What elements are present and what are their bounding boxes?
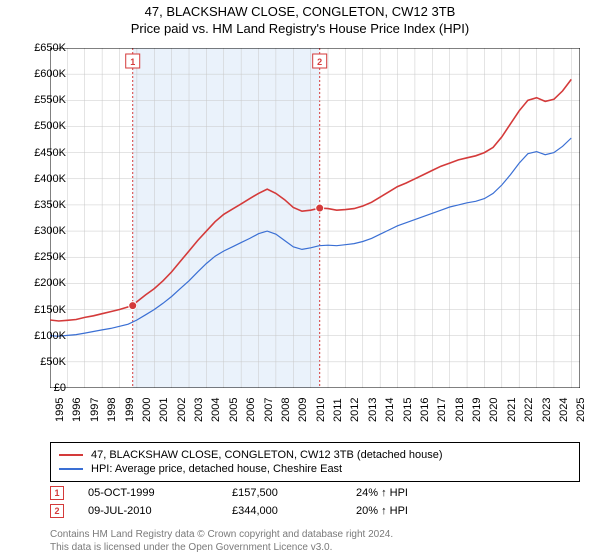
y-tick-label: £550K (34, 94, 66, 106)
license-line-1: Contains HM Land Registry data © Crown c… (50, 528, 580, 541)
title-line-1: 47, BLACKSHAW CLOSE, CONGLETON, CW12 3TB (0, 4, 600, 19)
y-tick-label: £400K (34, 173, 66, 185)
y-tick-label: £600K (34, 68, 66, 80)
x-tick-label: 2012 (349, 398, 361, 422)
legend-item: HPI: Average price, detached house, Ches… (59, 463, 571, 475)
license-text: Contains HM Land Registry data © Crown c… (50, 528, 580, 554)
y-tick-label: £250K (34, 251, 66, 263)
y-tick-label: £500K (34, 120, 66, 132)
license-line-2: This data is licensed under the Open Gov… (50, 541, 580, 554)
y-tick-label: £50K (40, 356, 66, 368)
y-tick-label: £350K (34, 199, 66, 211)
x-tick-label: 2006 (245, 398, 257, 422)
x-tick-label: 2015 (402, 398, 414, 422)
x-tick-label: 2025 (575, 398, 587, 422)
x-tick-label: 2003 (193, 398, 205, 422)
x-tick-label: 2002 (176, 398, 188, 422)
legend: 47, BLACKSHAW CLOSE, CONGLETON, CW12 3TB… (50, 442, 580, 482)
x-tick-label: 1996 (71, 398, 83, 422)
x-tick-label: 2020 (488, 398, 500, 422)
sale-marker-dot (129, 302, 137, 310)
sale-marker-index: 1 (130, 57, 135, 67)
x-tick-label: 2018 (454, 398, 466, 422)
y-tick-label: £200K (34, 277, 66, 289)
x-tick-label: 1997 (89, 398, 101, 422)
legend-label: HPI: Average price, detached house, Ches… (91, 463, 342, 475)
x-tick-label: 2022 (523, 398, 535, 422)
x-tick-label: 2017 (436, 398, 448, 422)
sale-date: 09-JUL-2010 (88, 505, 208, 517)
x-tick-label: 2019 (471, 398, 483, 422)
sale-price: £344,000 (232, 505, 332, 517)
x-tick-label: 2008 (280, 398, 292, 422)
sale-row: 2 09-JUL-2010 £344,000 20% ↑ HPI (50, 504, 580, 518)
y-tick-label: £650K (34, 42, 66, 54)
sale-table: 1 05-OCT-1999 £157,500 24% ↑ HPI 2 09-JUL-201… (50, 482, 580, 522)
sale-date: 05-OCT-1999 (88, 487, 208, 499)
legend-item: 47, BLACKSHAW CLOSE, CONGLETON, CW12 3TB… (59, 449, 571, 461)
y-tick-label: £300K (34, 225, 66, 237)
x-tick-label: 2016 (419, 398, 431, 422)
title-line-2: Price paid vs. HM Land Registry's House … (0, 21, 600, 36)
chart-plot: 12 (50, 48, 580, 388)
sale-index-box: 1 (50, 486, 64, 500)
x-tick-label: 2005 (228, 398, 240, 422)
x-tick-label: 2024 (558, 398, 570, 422)
x-tick-label: 2021 (506, 398, 518, 422)
legend-swatch (59, 454, 83, 456)
legend-swatch (59, 468, 83, 470)
x-tick-label: 2004 (210, 398, 222, 422)
x-tick-label: 2007 (263, 398, 275, 422)
x-tick-label: 2013 (367, 398, 379, 422)
y-tick-label: £450K (34, 147, 66, 159)
sale-price: £157,500 (232, 487, 332, 499)
sale-marker-dot (316, 204, 324, 212)
x-tick-label: 2001 (158, 398, 170, 422)
x-tick-label: 2011 (332, 398, 344, 422)
sale-delta: 24% ↑ HPI (356, 487, 408, 499)
x-tick-label: 2010 (315, 398, 327, 422)
y-tick-label: £100K (34, 330, 66, 342)
y-tick-label: £0 (54, 382, 66, 394)
x-tick-label: 1999 (124, 398, 136, 422)
y-tick-label: £150K (34, 304, 66, 316)
x-tick-label: 1995 (54, 398, 66, 422)
x-tick-label: 2000 (141, 398, 153, 422)
x-tick-label: 2023 (541, 398, 553, 422)
legend-label: 47, BLACKSHAW CLOSE, CONGLETON, CW12 3TB… (91, 449, 443, 461)
sale-delta: 20% ↑ HPI (356, 505, 408, 517)
sale-index-box: 2 (50, 504, 64, 518)
sale-row: 1 05-OCT-1999 £157,500 24% ↑ HPI (50, 486, 580, 500)
sale-marker-index: 2 (317, 57, 322, 67)
x-tick-label: 2009 (297, 398, 309, 422)
x-tick-label: 1998 (106, 398, 118, 422)
x-tick-label: 2014 (384, 398, 396, 422)
